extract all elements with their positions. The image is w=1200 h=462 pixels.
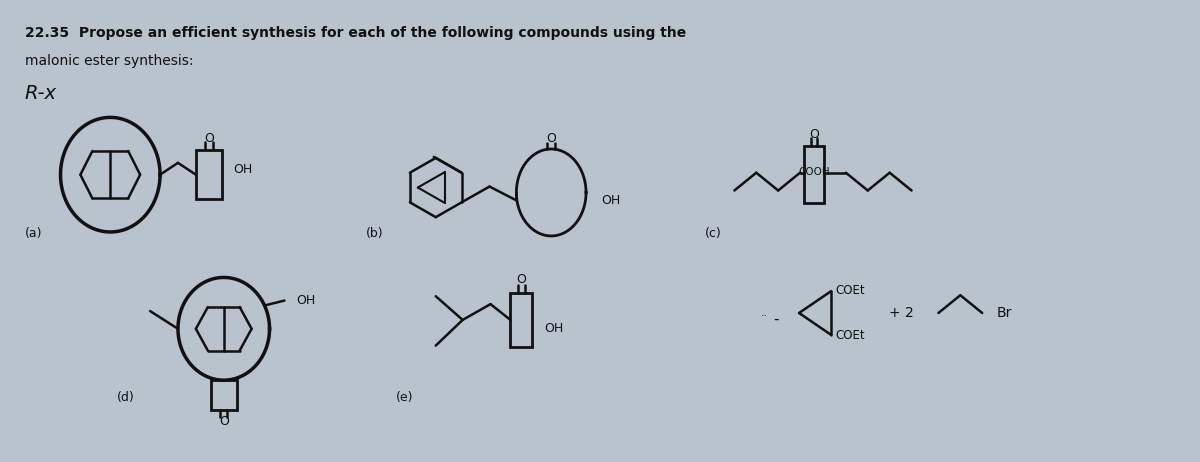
Text: + 2: + 2	[889, 306, 914, 320]
Text: malonic ester synthesis:: malonic ester synthesis:	[25, 54, 193, 68]
Text: 22.35  Propose an efficient synthesis for each of the following compounds using : 22.35 Propose an efficient synthesis for…	[25, 26, 686, 41]
Text: R-x: R-x	[25, 84, 56, 103]
Text: ..: ..	[761, 308, 768, 318]
Text: COEt: COEt	[835, 329, 864, 342]
Text: (e): (e)	[396, 391, 414, 404]
Text: OH: OH	[296, 294, 316, 307]
Text: (d): (d)	[118, 391, 134, 404]
Text: -: -	[774, 311, 779, 327]
Text: OH: OH	[545, 322, 564, 334]
Text: (b): (b)	[366, 227, 384, 240]
Text: O: O	[546, 132, 556, 145]
Text: O: O	[204, 132, 214, 145]
Text: OH: OH	[234, 163, 253, 176]
Bar	[196, 150, 222, 200]
Text: COOH: COOH	[798, 167, 830, 177]
Text: (a): (a)	[25, 227, 42, 240]
Bar	[510, 293, 533, 347]
Text: O: O	[516, 274, 527, 286]
Text: OH: OH	[601, 194, 620, 207]
Bar	[804, 146, 824, 203]
Text: Br: Br	[996, 306, 1012, 320]
Text: O: O	[218, 415, 229, 428]
Text: COEt: COEt	[835, 284, 864, 297]
Text: O: O	[809, 128, 818, 140]
Bar	[211, 380, 236, 410]
Text: (c): (c)	[704, 227, 721, 240]
